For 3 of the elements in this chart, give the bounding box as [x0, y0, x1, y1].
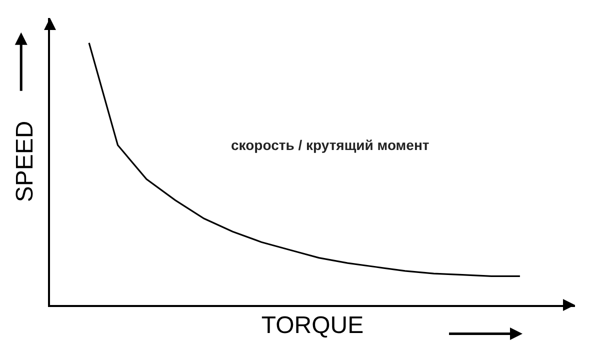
x-axis-title: TORQUE [261, 312, 364, 340]
y-axis-title: SPEED [12, 120, 39, 202]
annotation: скорость / крутящий момент [231, 137, 430, 153]
